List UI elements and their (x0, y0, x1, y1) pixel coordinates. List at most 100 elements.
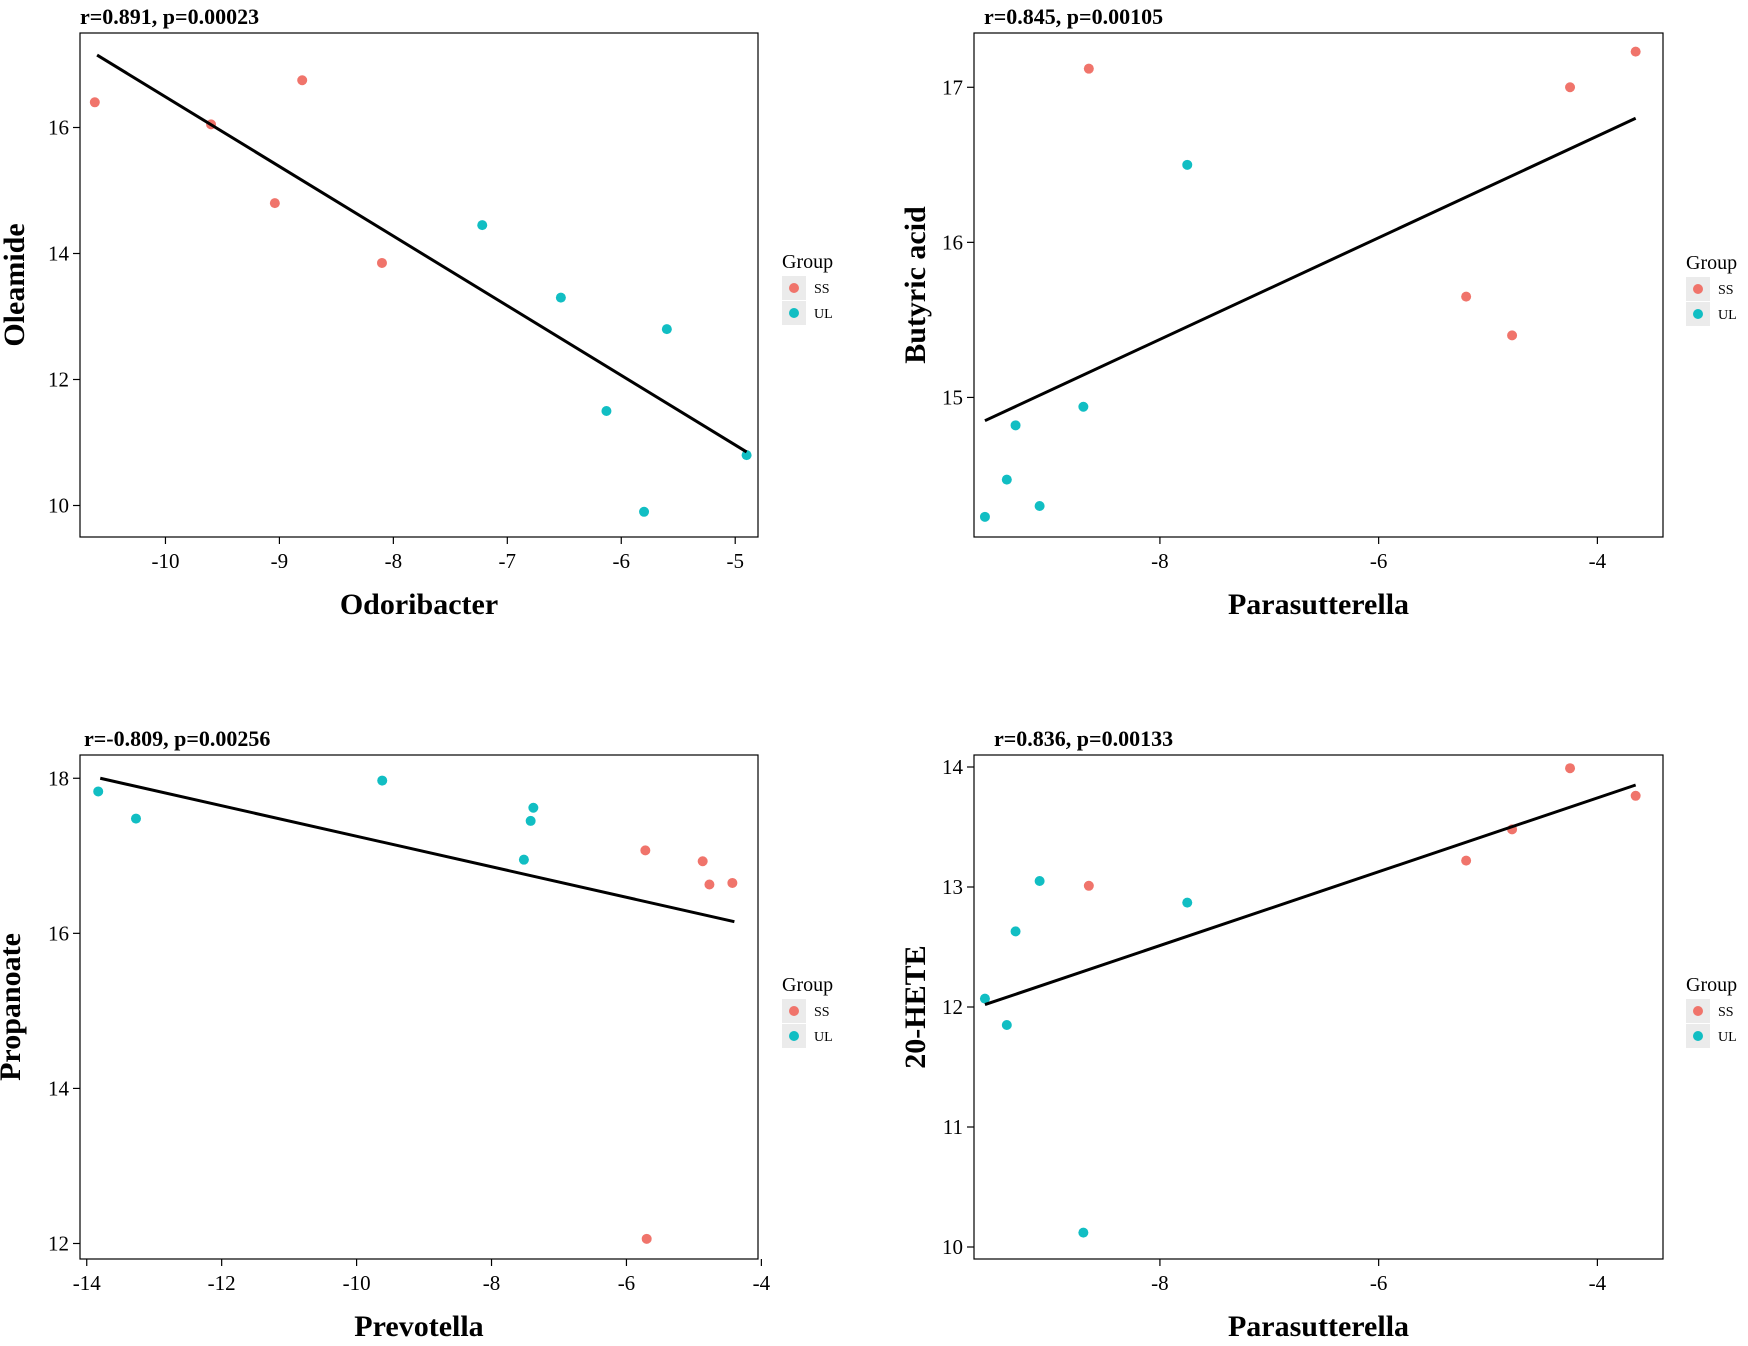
point-ss (1565, 763, 1576, 774)
plot-frame (973, 32, 1664, 538)
legend-title: Group (782, 974, 833, 996)
point-ss (1083, 63, 1094, 74)
x-tick-label: -10 (343, 1271, 371, 1295)
point-ul (661, 324, 672, 335)
point-ul (1078, 401, 1089, 412)
point-ul (1034, 500, 1045, 511)
point-ss (641, 1233, 652, 1244)
x-tick-label: -8 (1151, 1271, 1169, 1295)
panel-title: r=-0.809, p=0.00256 (84, 726, 270, 751)
x-tick-label: -6 (1370, 549, 1388, 573)
legend: Group SS UL (782, 974, 833, 1048)
point-ul (377, 775, 388, 786)
regression-line (99, 776, 735, 924)
legend-key-ss (789, 283, 799, 293)
point-ul (518, 854, 529, 865)
legend-label-ul: UL (814, 1030, 833, 1045)
legend-title: Group (1686, 252, 1737, 274)
legend-key-ul (1693, 1031, 1703, 1041)
x-tick-label: -4 (1589, 549, 1607, 573)
x-tick-label: -9 (271, 549, 289, 573)
y-axis-label: Butyric acid (899, 206, 932, 364)
scatter-panel-3: r=-0.809, p=0.00256 -14 -12 -10 -8 -6 -4 12 14 16… (0, 726, 833, 1343)
point-ss (89, 97, 100, 108)
plot-frame (79, 32, 759, 538)
x-tick-label: -6 (613, 549, 631, 573)
x-axis-label: Parasutterella (1228, 1310, 1409, 1343)
point-ul (979, 511, 990, 522)
legend-key-ul (789, 1031, 799, 1041)
point-ul (741, 450, 752, 461)
point-ul (1034, 876, 1045, 886)
point-ss (1565, 82, 1576, 93)
y-tick-label: 15 (942, 385, 963, 409)
point-ss (640, 845, 651, 856)
y-tick-label: 14 (48, 242, 70, 266)
point-ul (525, 815, 536, 826)
point-ss (376, 257, 387, 268)
point-ss (1461, 291, 1472, 302)
y-tick-label: 10 (942, 1235, 963, 1259)
point-ul (601, 406, 612, 416)
legend-title: Group (1686, 974, 1737, 996)
legend-label-ul: UL (1718, 308, 1737, 323)
x-tick-label: -8 (483, 1271, 501, 1295)
y-tick-label: 12 (48, 368, 69, 392)
point-ss (727, 877, 738, 888)
point-ul (1001, 1020, 1012, 1030)
legend-key-ss (1693, 284, 1703, 294)
point-ul (477, 220, 488, 231)
point-ss (1461, 855, 1472, 866)
x-axis-label: Parasutterella (1228, 588, 1409, 621)
y-axis-label: Oleamide (0, 223, 31, 346)
legend-label-ss: SS (1718, 283, 1734, 298)
scatter-panel-1: r=0.891, p=0.00023 -10 -9 -8 -7 -6 -5 10 12 14 16 O… (0, 4, 833, 621)
legend-title: Group (782, 251, 833, 273)
x-tick-label: -6 (618, 1271, 636, 1295)
panel-title: r=0.836, p=0.00133 (994, 726, 1173, 751)
y-tick-label: 18 (48, 766, 69, 790)
point-ss (704, 879, 715, 890)
point-ul (1001, 474, 1012, 485)
point-ul (639, 506, 650, 517)
regression-line (984, 783, 1637, 1007)
x-axis-label: Odoribacter (340, 588, 498, 621)
point-ss (1083, 880, 1094, 891)
scatter-panel-4: r=0.836, p=0.00133 -8 -6 -4 10 11 12 13 14 Parasu… (899, 726, 1737, 1343)
regression-line (984, 116, 1637, 423)
y-tick-label: 12 (942, 995, 963, 1019)
point-ss (297, 75, 308, 86)
x-tick-label: -4 (1589, 1271, 1607, 1295)
legend-key-ul (789, 308, 799, 318)
point-ss (1630, 790, 1641, 801)
regression-line (96, 53, 748, 454)
y-tick-label: 17 (942, 75, 963, 99)
legend: Group SS UL (1686, 252, 1737, 326)
point-ul (130, 813, 141, 824)
y-tick-label: 16 (942, 230, 963, 254)
x-axis-label: Prevotella (354, 1310, 483, 1343)
y-tick-label: 16 (48, 921, 69, 945)
panel-title: r=0.845, p=0.00105 (984, 4, 1163, 29)
x-tick-label: -7 (499, 549, 517, 573)
plot-frame (973, 754, 1664, 1260)
legend-label-ss: SS (814, 282, 830, 297)
y-tick-label: 14 (48, 1076, 70, 1100)
point-ul (1182, 159, 1193, 170)
legend-key-ul (1693, 309, 1703, 319)
x-tick-label: -5 (726, 549, 744, 573)
plot-frame (79, 754, 759, 1260)
y-axis-label: 20-HETE (899, 945, 932, 1068)
legend-key-ss (1693, 1006, 1703, 1016)
legend: Group SS UL (1686, 974, 1737, 1048)
point-ul (555, 292, 566, 303)
point-ul (528, 802, 539, 813)
legend-label-ss: SS (1718, 1005, 1734, 1020)
point-ss (1507, 330, 1518, 341)
legend-label-ul: UL (1718, 1030, 1737, 1045)
x-tick-label: -14 (73, 1271, 101, 1295)
point-ul (979, 993, 990, 1004)
legend: Group SS UL (782, 251, 833, 325)
point-ul (1010, 926, 1021, 937)
